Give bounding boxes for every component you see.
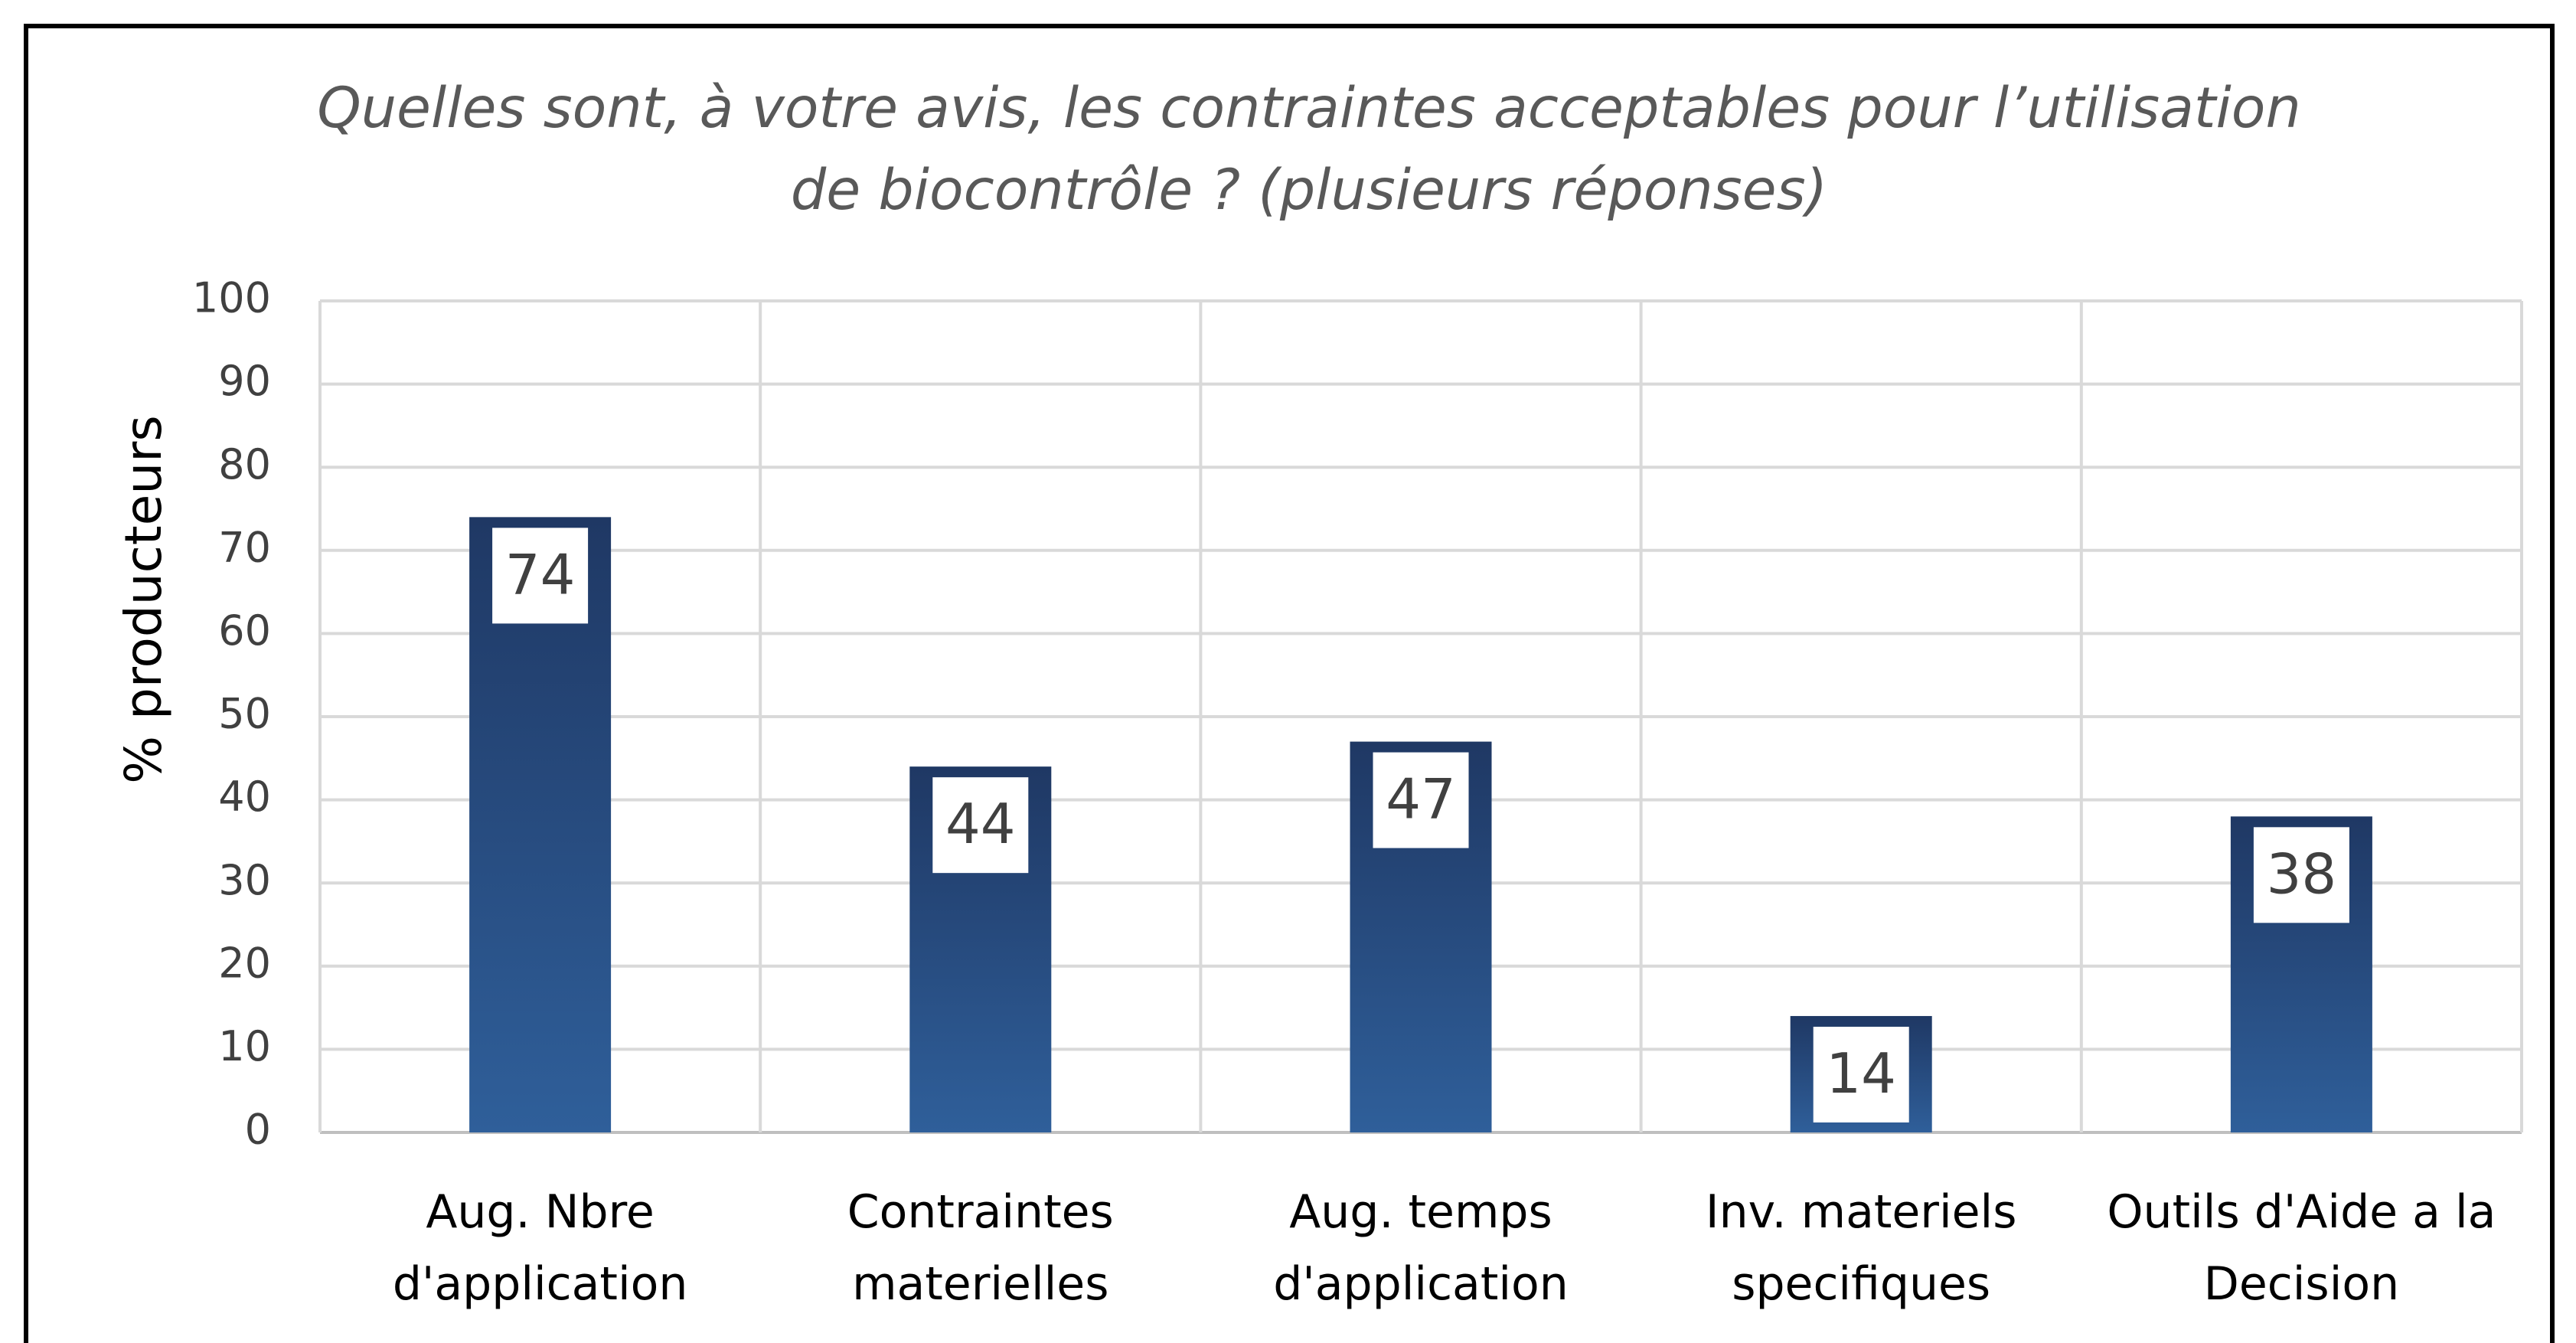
data-label-box <box>1813 1026 1909 1122</box>
chart-title: Quelles sont, à votre avis, les contrain… <box>317 76 2300 141</box>
data-label-box <box>1373 752 1469 848</box>
y-tick-label: 0 <box>245 1106 271 1154</box>
y-tick-label: 50 <box>218 690 271 738</box>
chart-border <box>24 24 2555 1343</box>
y-tick-label: 10 <box>218 1022 271 1070</box>
x-tick-label: Aug. Nbre d'application <box>392 1185 688 1311</box>
y-axis-label: % producteurs <box>114 415 173 784</box>
y-tick-label: 40 <box>218 773 271 821</box>
data-label: 74 <box>505 542 576 606</box>
x-tick-label: Outils d'Aide a la Decision <box>2107 1185 2496 1311</box>
data-label: 47 <box>1386 767 1456 832</box>
y-tick-label: 80 <box>218 440 271 489</box>
data-label: 44 <box>945 792 1016 856</box>
x-tick-label: Aug. temps d'application <box>1273 1185 1569 1311</box>
y-tick-label: 60 <box>218 606 271 655</box>
y-tick-label: 90 <box>218 357 271 405</box>
data-label: 38 <box>2267 841 2337 906</box>
data-label-box <box>492 528 589 624</box>
data-label: 14 <box>1826 1041 1896 1106</box>
x-tick-label: Contraintes materielles <box>847 1185 1114 1311</box>
data-label-box <box>2253 827 2349 923</box>
chart-title: de biocontrôle ? (plusieurs réponses) <box>791 158 1827 223</box>
data-label-box <box>932 777 1029 874</box>
y-tick-label: 70 <box>218 523 271 571</box>
y-tick-label: 100 <box>192 274 271 322</box>
y-tick-label: 30 <box>218 856 271 904</box>
x-tick-label: Inv. materiels specifiques <box>1705 1185 2017 1311</box>
y-tick-label: 20 <box>218 939 271 987</box>
